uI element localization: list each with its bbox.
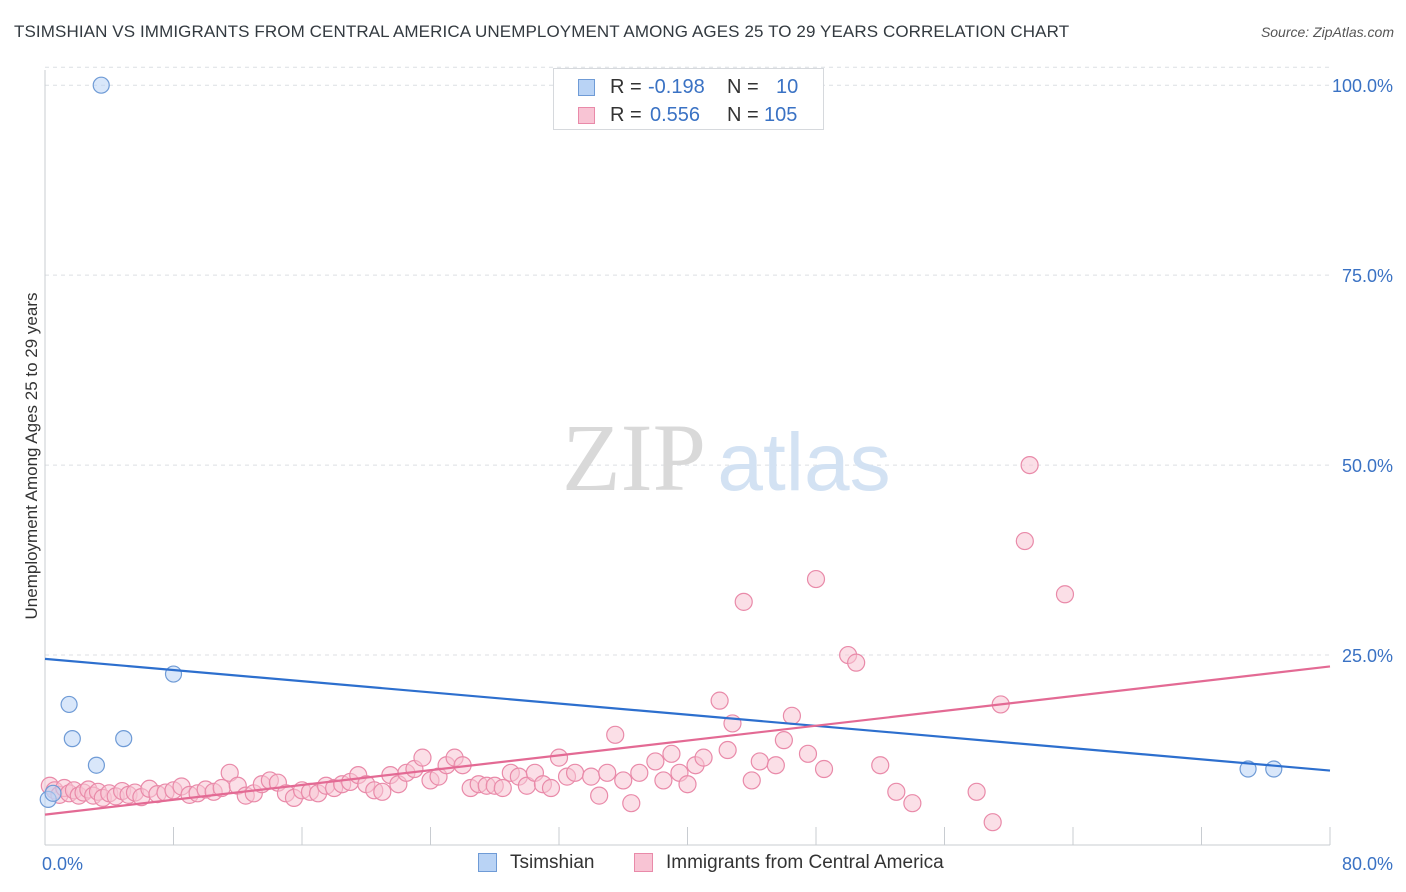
immigrants-point (766, 756, 785, 775)
watermark-zip: ZIP (562, 404, 706, 511)
tsimshian-point (1265, 760, 1283, 778)
immigrants-point (654, 771, 673, 790)
y-tick-label: 25.0% (1342, 646, 1393, 666)
immigrants-point (1055, 585, 1075, 604)
immigrants-point (847, 653, 866, 672)
immigrants-point (903, 794, 922, 813)
legend-swatch-tsimshian (578, 79, 595, 96)
tsimshian-point (87, 756, 106, 774)
trend-lines (44, 657, 1331, 816)
bottom-legend-swatch-tsimshian (478, 853, 497, 872)
immigrants-point (590, 786, 609, 805)
immigrants-point (887, 782, 906, 801)
immigrants-point (742, 771, 761, 790)
immigrants-point (493, 778, 512, 798)
immigrants-point (678, 775, 697, 794)
legend-row-immigrants: R = 0.556 N = 105 (554, 101, 823, 129)
immigrants-point (662, 744, 681, 763)
bottom-legend-swatch-immigrants (634, 853, 653, 872)
y-axis-label: Unemployment Among Ages 25 to 29 years (22, 293, 41, 620)
legend-n-value: 10 (776, 76, 799, 98)
legend-r-label: R = (610, 76, 642, 98)
y-tick-label: 50.0% (1342, 456, 1393, 476)
immigrants-point (798, 744, 818, 763)
immigrants-point (750, 752, 769, 771)
legend-r-value: 0.556 (650, 104, 701, 126)
immigrants-point (782, 706, 802, 725)
x-tick-labels: 0.0% 80.0% (42, 854, 1393, 874)
immigrants-point (413, 748, 432, 767)
tsimshian-point (1239, 760, 1257, 778)
immigrants-point (622, 794, 641, 813)
immigrants-point (541, 778, 561, 798)
immigrants-point (871, 756, 890, 775)
source-label: Source: ZipAtlas.com (1260, 24, 1394, 40)
legend-n-value: 105 (764, 104, 798, 126)
immigrants-point (582, 767, 601, 786)
immigrants-trend-line (44, 665, 1331, 816)
y-tick-label: 100.0% (1332, 76, 1393, 96)
grid-lines (45, 66, 1330, 656)
immigrants-point (814, 759, 834, 779)
legend-n-label: N = (727, 76, 759, 98)
chart-title: TSIMSHIAN VS IMMIGRANTS FROM CENTRAL AME… (14, 22, 1070, 41)
immigrants-point (614, 771, 633, 790)
immigrants-point (606, 725, 625, 744)
bottom-legend-label: Tsimshian (510, 852, 595, 873)
tsimshian-point (92, 76, 110, 94)
immigrants-point (549, 748, 569, 767)
immigrants-point (1020, 455, 1039, 475)
legend-r-label: R = (610, 104, 642, 126)
x-tick-label: 80.0% (1342, 854, 1393, 874)
legend-row-tsimshian: R = -0.198 N = 10 (554, 73, 823, 101)
immigrants-point (646, 752, 665, 771)
immigrants-point (806, 569, 826, 589)
tsimshian-point (44, 784, 62, 802)
tsimshian-point (60, 695, 78, 714)
immigrants-point (220, 763, 239, 782)
legend-swatch-immigrants (578, 107, 595, 124)
immigrants-point (1015, 531, 1034, 551)
immigrants-point (967, 782, 986, 801)
immigrants-point (734, 592, 753, 611)
immigrants-point (710, 691, 729, 710)
tsimshian-point (115, 730, 133, 748)
legend-n-label: N = (727, 104, 759, 126)
immigrants-point (565, 763, 585, 782)
immigrants-point (373, 782, 392, 801)
immigrants-point (774, 731, 793, 750)
correlation-legend: R = -0.198 N = 10 R = 0.556 N = 105 (553, 68, 824, 130)
x-tick-label: 0.0% (42, 854, 83, 874)
immigrants-point (630, 763, 649, 782)
legend-r-value: -0.198 (648, 76, 705, 98)
y-tick-labels: 25.0% 50.0% 75.0% 100.0% (1332, 76, 1393, 666)
immigrants-point (983, 813, 1002, 832)
y-tick-label: 75.0% (1342, 266, 1393, 286)
watermark: ZIP atlas (562, 404, 891, 511)
axes (44, 70, 1331, 846)
tsimshian-point (63, 730, 81, 748)
tsimshian-trend-line (44, 657, 1331, 772)
immigrants-point (718, 740, 737, 760)
immigrants-point (598, 763, 617, 782)
immigrants-point (694, 748, 713, 767)
bottom-legend-label: Immigrants from Central America (666, 852, 944, 873)
watermark-atlas: atlas (717, 417, 890, 508)
